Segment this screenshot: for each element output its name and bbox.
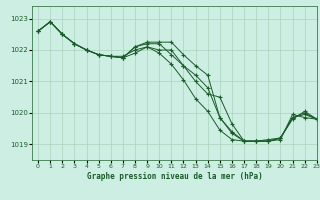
- X-axis label: Graphe pression niveau de la mer (hPa): Graphe pression niveau de la mer (hPa): [86, 172, 262, 181]
